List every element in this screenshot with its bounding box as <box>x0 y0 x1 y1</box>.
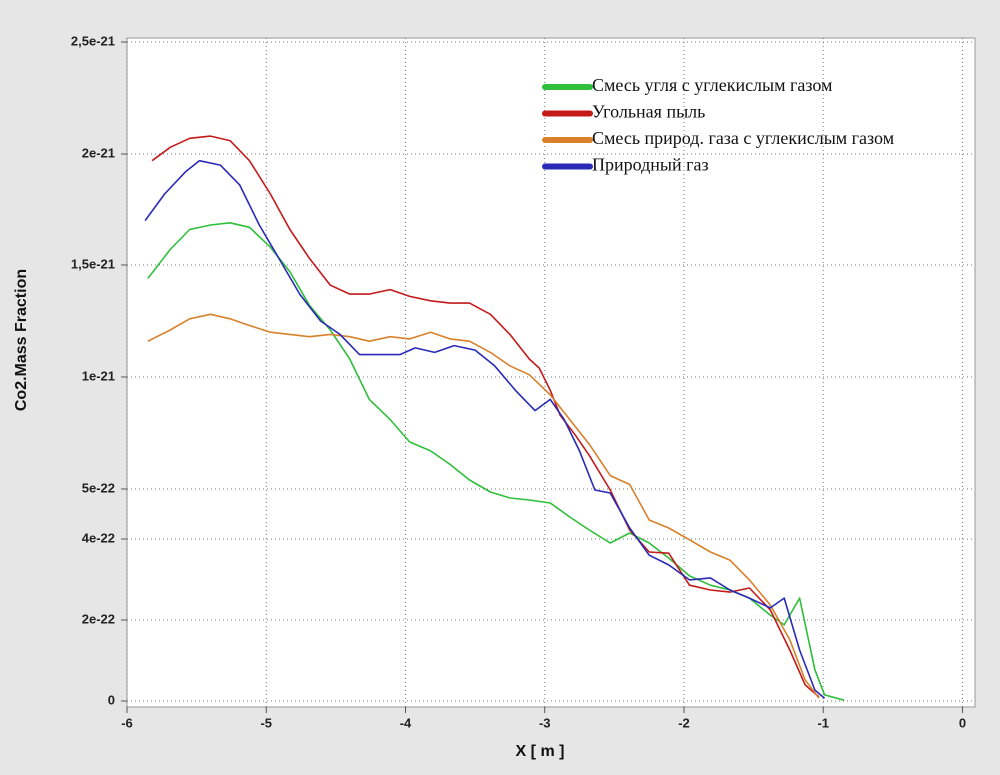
legend-label: Смесь угля с углекислым газом <box>592 75 832 95</box>
x-axis-label: X [ m ] <box>516 743 565 760</box>
x-tick-label: -5 <box>260 715 272 730</box>
series-line <box>151 135 820 698</box>
y-tick-label: 4e-22 <box>82 530 115 545</box>
y-tick-label: 2e-22 <box>82 611 115 626</box>
y-tick-label: 5e-22 <box>82 480 115 495</box>
y-tick-label: 0 <box>108 692 115 707</box>
plot-area <box>126 37 976 708</box>
y-tick-label: 1e-21 <box>82 368 115 383</box>
x-tick-label: 0 <box>959 715 966 730</box>
x-tick-label: -3 <box>539 715 551 730</box>
legend-label: Природный газ <box>592 155 709 175</box>
y-tick-label: 2,5e-21 <box>71 33 115 48</box>
x-tick-label: -4 <box>400 715 412 730</box>
x-tick-label: -6 <box>121 715 133 730</box>
y-axis-label: Co2.Mass Fraction <box>13 269 30 411</box>
series-line <box>144 159 826 699</box>
x-tick-label: -2 <box>678 715 690 730</box>
legend-label: Угольная пыль <box>592 102 705 122</box>
x-tick-label: -1 <box>817 715 829 730</box>
legend-label: Смесь природ. газа с углекислым газом <box>592 128 894 148</box>
series-line <box>147 313 820 699</box>
y-tick-label: 1,5e-21 <box>71 256 115 271</box>
y-tick-label: 2e-21 <box>82 145 115 160</box>
